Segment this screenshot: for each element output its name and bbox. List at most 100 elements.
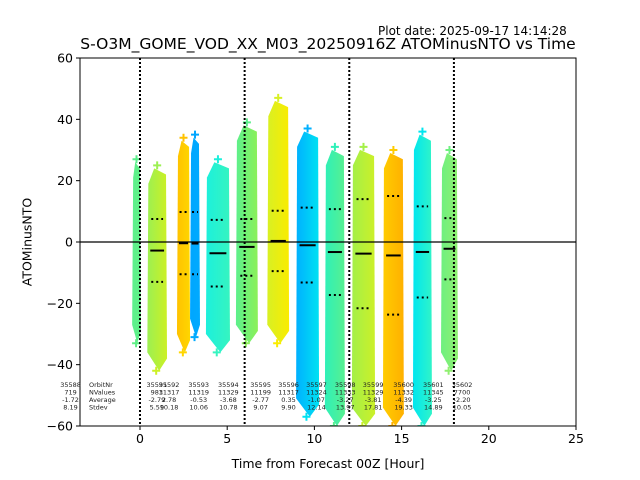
stat-orbit: 35599	[363, 381, 384, 389]
stat-nvalues: 11317	[278, 389, 299, 397]
stat-orbit: 35593	[188, 381, 209, 389]
stat-stdev: 9.90	[281, 404, 295, 412]
outlier-marker	[273, 339, 282, 348]
stat-average: 0.35	[281, 396, 295, 404]
stat-average: -2.20	[454, 396, 471, 404]
x-tick-label: 25	[568, 431, 584, 446]
stat-orbit: 35601	[423, 381, 444, 389]
orbit-cloud-35592	[176, 140, 191, 353]
outlier-marker	[358, 422, 367, 426]
outlier-marker	[388, 422, 397, 426]
stat-row-label: Average	[89, 396, 116, 404]
x-axis-label: Time from Forecast 00Z [Hour]	[231, 456, 425, 471]
stat-orbit: 35595	[250, 381, 271, 389]
outlier-marker	[213, 155, 222, 164]
stat-nvalues: 7700	[454, 389, 471, 397]
outlier-marker	[329, 422, 338, 426]
stat-stdev: 19.33	[394, 404, 413, 412]
stat-average: -3.25	[425, 396, 442, 404]
y-tick-label: −60	[47, 419, 73, 434]
outlier-marker	[359, 142, 368, 151]
stat-orbit: 35597	[306, 381, 327, 389]
orbit-cloud-35600	[382, 153, 404, 426]
stat-average: -4.39	[395, 396, 412, 404]
stat-nvalues: 11317	[159, 389, 180, 397]
y-tick-label: 0	[65, 235, 73, 250]
stat-orbit: 35592	[159, 381, 180, 389]
outlier-marker	[191, 130, 200, 139]
outlier-marker	[178, 348, 187, 357]
stat-average: -3.68	[220, 396, 237, 404]
stat-stdev: 5.59	[150, 404, 164, 412]
y-tick-label: 40	[57, 112, 73, 127]
orbit-cloud-35597	[296, 131, 320, 417]
x-tick-label: 15	[394, 431, 410, 446]
stat-nvalues: 11345	[423, 389, 444, 397]
outlier-marker	[389, 146, 398, 154]
x-tick-label: 10	[306, 431, 322, 446]
stat-stdev: 13.97	[336, 404, 355, 412]
stat-row-label: Stdev	[89, 404, 108, 412]
outlier-marker	[302, 412, 311, 421]
stat-nvalues: 11324	[306, 389, 327, 397]
stat-orbit: 35602	[452, 381, 473, 389]
stat-average: 2.78	[162, 396, 176, 404]
stat-nvalues: 719	[64, 389, 76, 397]
stat-orbit: 35600	[393, 381, 414, 389]
outlier-marker	[152, 366, 161, 375]
orbit-cloud-35599	[351, 149, 376, 426]
outlier-marker	[445, 146, 454, 154]
orbit-cloud-35593	[190, 137, 200, 338]
orbit-cloud-35602	[441, 153, 458, 371]
y-tick-label: −20	[47, 296, 73, 311]
orbit-cloud-35591	[147, 168, 168, 371]
orbit-cloud-35598	[324, 149, 345, 426]
x-tick-label: 5	[223, 431, 231, 446]
y-tick-label: 20	[57, 173, 73, 188]
stat-stdev: 10.06	[189, 404, 208, 412]
stat-nvalues: 11199	[250, 389, 271, 397]
outlier-marker	[179, 133, 188, 142]
axes: 0 5 10 15 20 25 60 40 20 0 −20 −40 −60	[47, 51, 584, 447]
stat-stdev: 10.78	[219, 404, 238, 412]
stat-stdev: 17.81	[364, 404, 383, 412]
y-tick-label: 60	[57, 51, 73, 66]
stat-orbit: 35598	[335, 381, 356, 389]
stat-stdev: 10.05	[453, 404, 472, 412]
orbit-cloud-35594	[205, 162, 230, 353]
orbit-cloud-35601	[412, 134, 432, 426]
outlier-marker	[418, 127, 427, 136]
outlier-marker	[274, 93, 283, 102]
stat-stdev: 9.07	[253, 404, 267, 412]
outlier-marker	[330, 142, 339, 151]
stat-nvalues: 983	[151, 389, 163, 397]
stat-orbit: 35591	[147, 381, 168, 389]
outlier-marker	[417, 422, 426, 426]
stat-nvalues: 11329	[218, 389, 239, 397]
outlier-marker	[190, 333, 199, 342]
stat-stdev: 10.18	[160, 404, 179, 412]
data-marks	[132, 93, 458, 426]
stat-average: -3.81	[365, 396, 382, 404]
stat-nvalues: 11333	[335, 389, 356, 397]
stat-stdev: 8.19	[63, 404, 77, 412]
outlier-marker	[212, 348, 221, 357]
stat-stdev: 12.14	[307, 404, 326, 412]
outlier-marker	[153, 161, 162, 170]
orbit-cloud-35588	[132, 162, 141, 344]
stat-average: -1.07	[308, 396, 325, 404]
orbit-cloud-35595	[235, 125, 258, 344]
stat-orbit: 35596	[278, 381, 299, 389]
outlier-marker	[132, 339, 141, 348]
stat-orbit: 35588	[60, 381, 81, 389]
x-tick-label: 0	[136, 431, 144, 446]
stat-nvalues: 11319	[188, 389, 209, 397]
x-tick-label: 20	[481, 431, 497, 446]
plot-date: Plot date: 2025-09-17 14:14:28	[378, 24, 567, 38]
stat-average: -0.53	[190, 396, 207, 404]
stat-average: -3.27	[337, 396, 354, 404]
outlier-marker	[444, 366, 453, 375]
stat-average: -1.72	[62, 396, 79, 404]
